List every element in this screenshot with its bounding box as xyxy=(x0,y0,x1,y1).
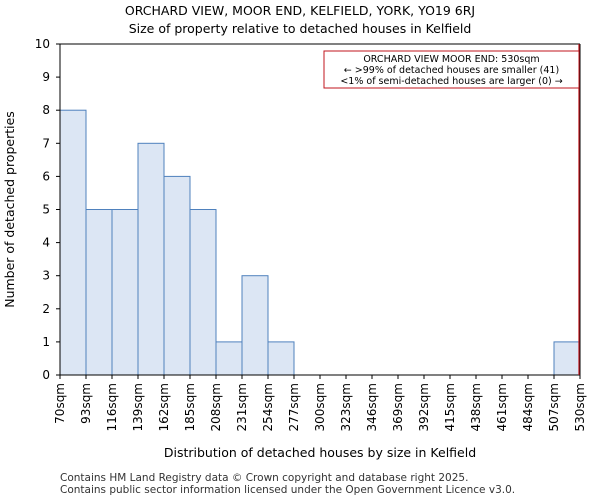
annotation-box xyxy=(323,50,580,89)
y-axis-label: Number of detached properties xyxy=(2,111,17,308)
x-tick-label: 70sqm xyxy=(53,383,67,424)
x-tick-label: 116sqm xyxy=(105,383,119,431)
bar xyxy=(553,341,581,376)
x-tick-label: 139sqm xyxy=(131,383,145,431)
y-tick-label: 9 xyxy=(42,70,50,84)
bar xyxy=(111,209,139,376)
annotation-line-3: <1% of semi-detached houses are larger (… xyxy=(340,76,562,87)
x-tick-label: 185sqm xyxy=(183,383,197,431)
footer-line-1: Contains HM Land Registry data © Crown c… xyxy=(60,472,469,484)
x-tick-label: 507sqm xyxy=(547,383,561,431)
x-tick-label: 530sqm xyxy=(573,383,587,431)
bar xyxy=(189,209,217,376)
y-tick-label: 2 xyxy=(42,302,50,316)
bar xyxy=(163,175,191,376)
y-tick-label: 5 xyxy=(42,203,50,217)
bar xyxy=(137,142,165,376)
y-tick-label: 3 xyxy=(42,269,50,283)
y-tick-label: 8 xyxy=(42,103,50,117)
x-tick-label: 162sqm xyxy=(157,383,171,431)
annotation-line-1: ORCHARD VIEW MOOR END: 530sqm xyxy=(363,54,539,65)
x-tick-label: 438sqm xyxy=(469,383,483,431)
x-axis-label: Distribution of detached houses by size … xyxy=(164,445,476,460)
footer-line-2: Contains public sector information licen… xyxy=(60,484,516,496)
x-tick-label: 346sqm xyxy=(365,383,379,431)
y-tick-label: 10 xyxy=(35,37,50,51)
x-tick-label: 369sqm xyxy=(391,383,405,431)
x-tick-label: 208sqm xyxy=(209,383,223,431)
x-tick-label: 277sqm xyxy=(287,383,301,431)
x-tick-label: 93sqm xyxy=(79,383,93,424)
x-tick-label: 254sqm xyxy=(261,383,275,431)
x-tick-label: 300sqm xyxy=(313,383,327,431)
y-tick-label: 0 xyxy=(42,368,50,382)
chart-title: ORCHARD VIEW, MOOR END, KELFIELD, YORK, … xyxy=(124,3,476,18)
x-tick-label: 323sqm xyxy=(339,383,353,431)
y-tick-label: 4 xyxy=(42,236,50,250)
bar xyxy=(267,341,295,376)
bar xyxy=(59,109,87,376)
x-tick-label: 231sqm xyxy=(235,383,249,431)
x-tick-label: 392sqm xyxy=(417,383,431,431)
y-tick-label: 7 xyxy=(42,136,50,150)
y-tick-label: 6 xyxy=(42,169,50,183)
bar xyxy=(241,275,269,376)
bar xyxy=(215,341,243,376)
x-tick-label: 461sqm xyxy=(495,383,509,431)
bar xyxy=(85,209,113,376)
chart-subtitle: Size of property relative to detached ho… xyxy=(128,21,472,36)
x-tick-label: 415sqm xyxy=(443,383,457,431)
annotation-line-2: ← >99% of detached houses are smaller (4… xyxy=(344,65,559,76)
y-tick-label: 1 xyxy=(42,335,50,349)
x-tick-label: 484sqm xyxy=(521,383,535,431)
